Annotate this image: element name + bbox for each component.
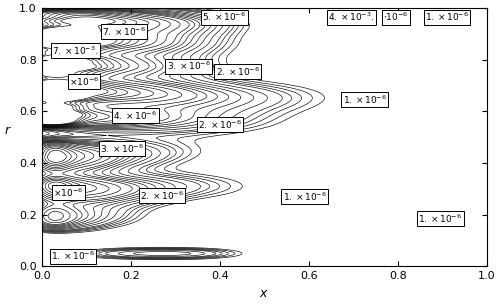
Text: $\cdot10^{-6}$: $\cdot10^{-6}$ (383, 11, 408, 23)
X-axis label: $x$: $x$ (260, 287, 270, 300)
Text: $1.\times10^{-6}$: $1.\times10^{-6}$ (342, 94, 386, 106)
Text: $\times10^{-6}$: $\times10^{-6}$ (54, 187, 84, 199)
Text: $2.\times10^{-6}$: $2.\times10^{-6}$ (216, 65, 260, 78)
Text: $1.\times10^{-6}$: $1.\times10^{-6}$ (51, 250, 95, 262)
Text: $2.\times10^{-6}$: $2.\times10^{-6}$ (140, 189, 184, 202)
Text: $\times10^{-6}$: $\times10^{-6}$ (69, 76, 99, 88)
Text: $5.\times10^{-6}$: $5.\times10^{-6}$ (202, 11, 246, 23)
Text: $4.\times10^{-6}$: $4.\times10^{-6}$ (114, 109, 158, 122)
Y-axis label: $r$: $r$ (4, 124, 12, 137)
Text: $1.\times10^{-6}$: $1.\times10^{-6}$ (425, 11, 469, 23)
Text: $2.\times10^{-6}$: $2.\times10^{-6}$ (198, 118, 242, 131)
Text: $1.\times10^{-6}$: $1.\times10^{-6}$ (418, 212, 462, 225)
Text: $1.\times10^{-6}$: $1.\times10^{-6}$ (282, 191, 327, 203)
Text: $7.\times10^{-6}$: $7.\times10^{-6}$ (102, 25, 146, 38)
Text: $3.\times10^{-6}$: $3.\times10^{-6}$ (100, 143, 144, 155)
Text: $7.\times10^{-3}.$: $7.\times10^{-3}.$ (52, 45, 98, 57)
Text: $3.\times10^{-6}$: $3.\times10^{-6}$ (166, 60, 210, 72)
Text: $4.\times10^{-3}.$: $4.\times10^{-3}.$ (328, 11, 374, 23)
